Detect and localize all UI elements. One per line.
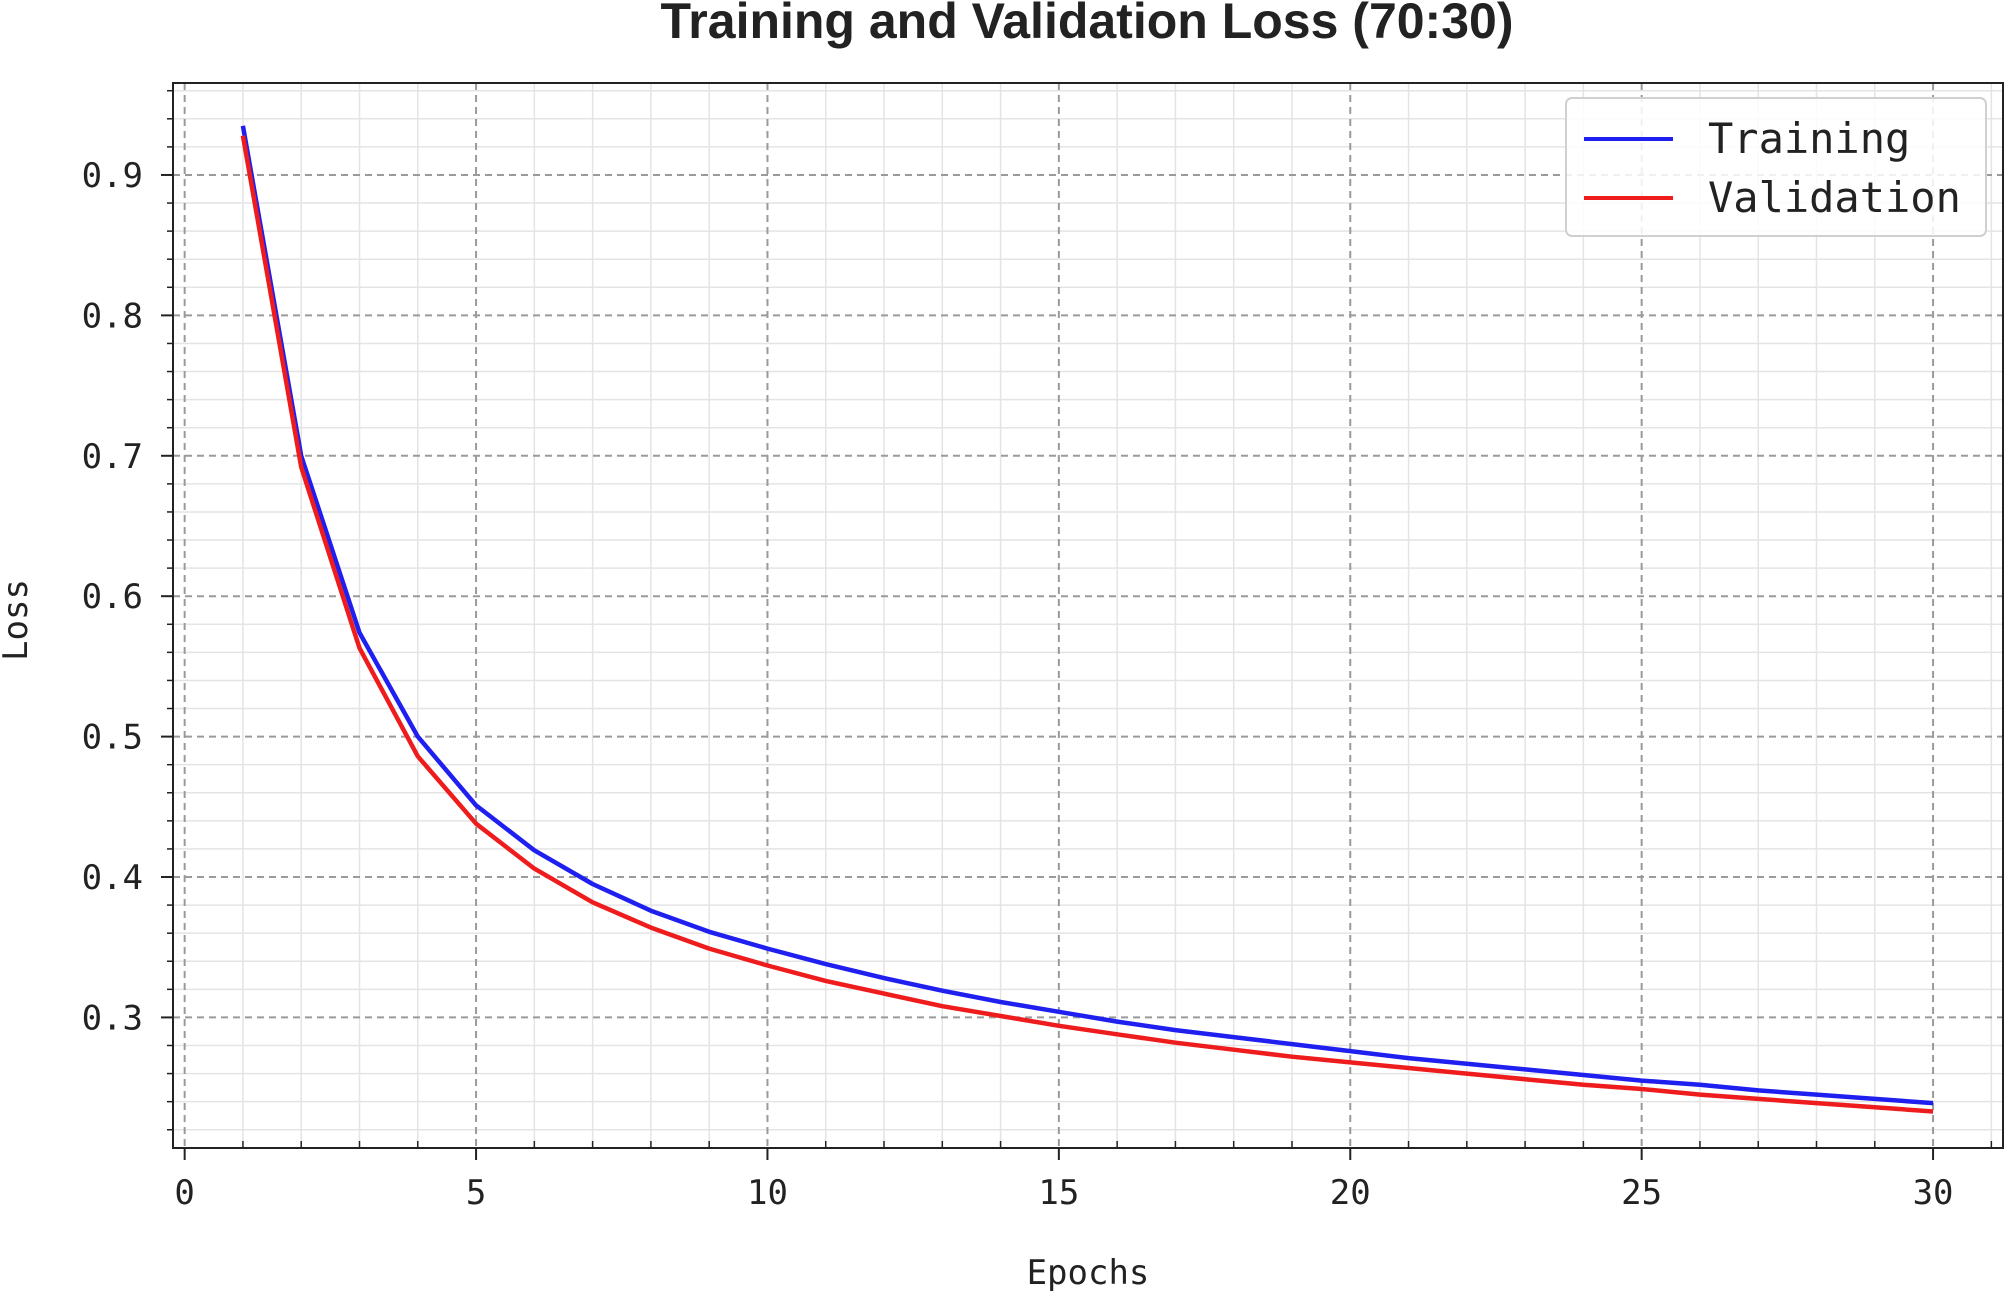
x-tick-label: 25: [1621, 1173, 1662, 1213]
minor-grid: [173, 83, 2003, 1148]
plot-frame: [172, 82, 2004, 1149]
y-axis-label: Loss: [0, 579, 36, 661]
y-tick-label: 0.8: [82, 296, 143, 336]
y-tick-label: 0.4: [82, 858, 143, 898]
x-tick-label: 0: [174, 1173, 194, 1213]
x-tick-labels: 0 5 10 15 20 25 30: [174, 1173, 1953, 1213]
x-tick-label: 20: [1330, 1173, 1371, 1213]
x-tick-label: 10: [747, 1173, 788, 1213]
series-line-training: [240, 125, 1934, 1106]
x-axis-label: Epochs: [1027, 1253, 1150, 1291]
legend-box: [1565, 97, 1987, 237]
y-tick-label: 0.9: [82, 156, 143, 196]
y-tick-label: 0.6: [82, 577, 143, 617]
y-tick-label: 0.5: [82, 718, 143, 758]
y-tick-labels: 0.3 0.4 0.5 0.6 0.7 0.8 0.9: [82, 156, 143, 1038]
x-tick-label: 15: [1038, 1173, 1079, 1213]
legend-label-validation: Validation: [1708, 173, 1961, 222]
chart-title: Training and Validation Loss (70:30): [661, 0, 1514, 49]
series-line-validation: [240, 135, 1934, 1114]
legend-label-training: Training: [1708, 114, 1910, 163]
x-tick-label: 30: [1913, 1173, 1954, 1213]
y-tick-label: 0.7: [82, 437, 143, 477]
axis-ticks: [161, 89, 1993, 1160]
y-tick-label: 0.3: [82, 998, 143, 1038]
series-layer: [240, 125, 1934, 1114]
legend: Training Validation: [1565, 97, 1987, 237]
x-tick-label: 5: [466, 1173, 486, 1213]
